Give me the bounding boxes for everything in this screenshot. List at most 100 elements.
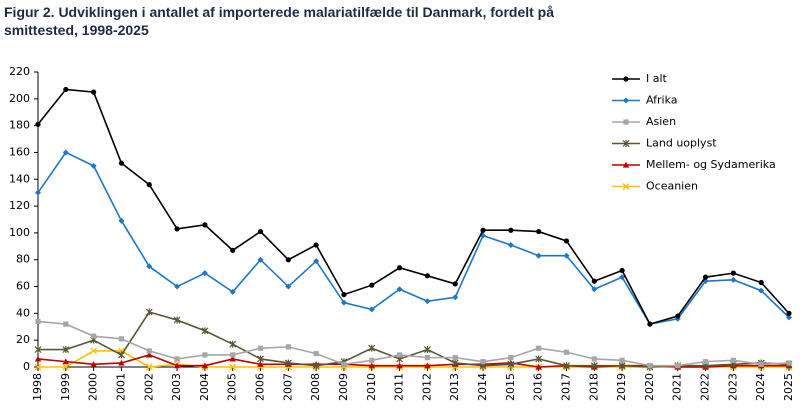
x-tick-label: 2013 — [448, 373, 461, 401]
data-point — [451, 359, 459, 367]
data-point — [91, 333, 97, 339]
data-point — [230, 352, 236, 358]
data-point — [313, 258, 320, 265]
data-point — [535, 355, 543, 363]
x-tick-label: 1998 — [31, 373, 44, 401]
x-tick-label: 2009 — [337, 373, 350, 401]
data-point — [312, 362, 320, 370]
data-point — [145, 308, 153, 316]
data-point — [257, 355, 264, 363]
data-point — [508, 227, 514, 233]
series-line — [37, 151, 790, 325]
data-point — [368, 344, 376, 352]
data-point — [35, 121, 41, 127]
data-point — [536, 228, 542, 235]
data-point — [257, 256, 264, 263]
data-point — [452, 294, 459, 301]
data-point — [35, 318, 41, 325]
x-tick-label: 2021 — [671, 373, 684, 401]
data-point — [63, 321, 69, 327]
data-point — [313, 242, 319, 248]
data-point — [702, 359, 709, 365]
data-point — [368, 306, 375, 313]
data-point — [34, 363, 42, 371]
x-tick-label: 2007 — [281, 373, 294, 401]
data-point — [424, 298, 431, 305]
data-point — [201, 327, 209, 335]
x-tick-label: 2022 — [699, 373, 712, 401]
data-point — [702, 274, 709, 280]
data-point — [619, 357, 625, 363]
data-point — [396, 286, 403, 293]
data-point — [730, 276, 737, 283]
data-point — [340, 299, 347, 306]
data-point — [118, 359, 125, 366]
x-tick-label: 2010 — [365, 373, 378, 401]
data-point — [368, 362, 375, 369]
x-tick-label: 2001 — [114, 373, 127, 401]
x-tick-label: 2018 — [587, 373, 600, 401]
y-tick-label: 120 — [9, 199, 30, 212]
data-point — [563, 349, 570, 355]
data-point — [90, 361, 97, 367]
data-point — [146, 263, 153, 270]
data-point — [424, 362, 431, 369]
y-tick-label: 160 — [9, 145, 30, 158]
data-point — [758, 361, 764, 367]
data-point — [91, 89, 97, 95]
data-point — [118, 217, 125, 224]
x-tick-label: 2020 — [643, 373, 656, 401]
y-tick-label: 20 — [16, 333, 30, 346]
data-point — [202, 222, 208, 228]
legend-label: I alt — [646, 72, 668, 85]
data-point — [284, 359, 292, 367]
data-point — [341, 291, 347, 298]
data-point — [35, 189, 41, 196]
data-point — [341, 361, 347, 367]
data-point — [563, 238, 570, 244]
x-tick-label: 2008 — [309, 373, 322, 401]
data-point — [452, 281, 458, 287]
data-point — [647, 363, 653, 369]
data-point — [536, 345, 542, 351]
data-point — [174, 283, 181, 290]
data-point — [618, 362, 626, 370]
data-point — [507, 360, 515, 368]
data-point — [201, 362, 209, 369]
data-point — [229, 355, 236, 362]
data-point — [535, 363, 542, 370]
y-tick-label: 60 — [16, 280, 30, 293]
data-point — [675, 313, 681, 319]
data-point — [369, 357, 375, 363]
data-point — [285, 257, 291, 263]
data-point — [173, 362, 181, 369]
data-point — [590, 362, 598, 370]
x-tick-label: 2024 — [754, 373, 767, 401]
data-point — [619, 267, 625, 274]
data-point — [507, 241, 514, 248]
data-point — [786, 310, 792, 316]
x-tick-label: 2000 — [87, 373, 100, 401]
x-tick-label: 2019 — [615, 373, 628, 401]
data-point — [118, 351, 125, 359]
data-point — [563, 252, 570, 259]
legend-label: Oceanien — [646, 180, 698, 193]
y-tick-label: 140 — [9, 172, 30, 185]
data-point — [62, 346, 70, 354]
y-tick-label: 80 — [16, 253, 30, 266]
data-point — [146, 182, 152, 188]
x-tick-label: 2003 — [170, 373, 183, 401]
data-point — [174, 356, 180, 362]
data-point — [229, 363, 237, 371]
data-point — [563, 362, 570, 370]
data-point — [62, 363, 70, 371]
data-point — [480, 359, 486, 365]
x-tick-label: 2015 — [504, 373, 517, 401]
data-point — [369, 282, 375, 288]
data-point — [230, 247, 236, 253]
data-point — [90, 162, 97, 169]
data-point — [396, 265, 403, 271]
data-point — [424, 355, 431, 361]
